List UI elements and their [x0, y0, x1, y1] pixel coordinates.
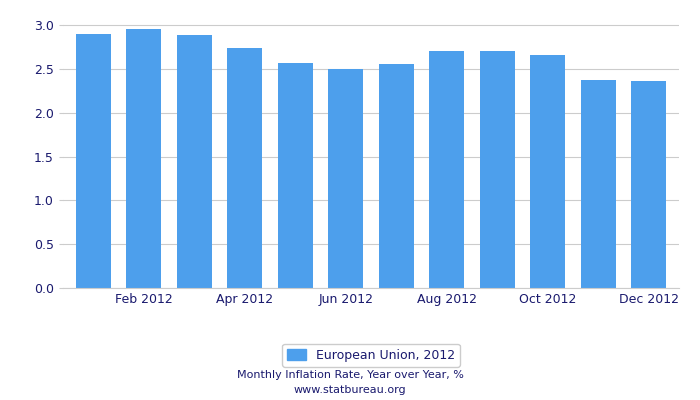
Bar [379, 64, 414, 288]
Bar [227, 48, 262, 288]
Bar [328, 69, 363, 288]
Bar [76, 34, 111, 288]
Text: www.statbureau.org: www.statbureau.org [294, 385, 406, 395]
Bar [278, 63, 313, 288]
Bar [480, 50, 515, 288]
Bar [126, 29, 162, 288]
Text: Monthly Inflation Rate, Year over Year, %: Monthly Inflation Rate, Year over Year, … [237, 370, 463, 380]
Bar [176, 35, 212, 288]
Bar [530, 55, 566, 288]
Bar [429, 50, 464, 288]
Bar [631, 81, 666, 288]
Legend: European Union, 2012: European Union, 2012 [282, 344, 460, 367]
Bar [580, 80, 616, 288]
